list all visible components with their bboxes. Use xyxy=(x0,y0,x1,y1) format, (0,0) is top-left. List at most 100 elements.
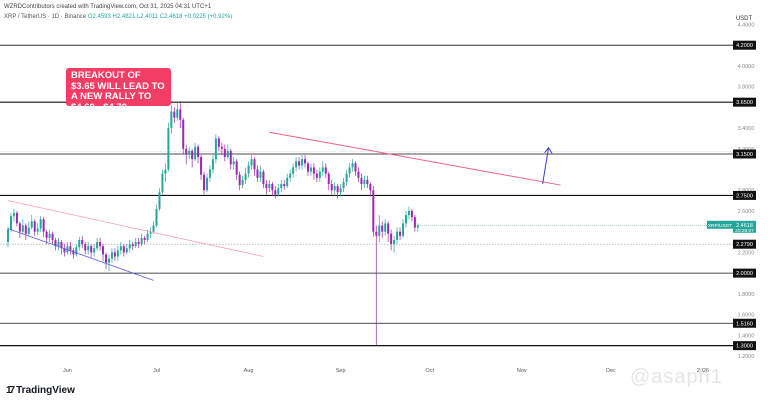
candle-body xyxy=(345,173,348,182)
candle-body xyxy=(253,159,256,170)
candle-body xyxy=(96,242,99,249)
x-tick-label: Aug xyxy=(244,368,254,374)
price-level-tag xyxy=(733,341,756,351)
candle-body xyxy=(339,188,342,193)
candle-body xyxy=(393,239,396,245)
candle-body xyxy=(407,210,410,216)
candle-body xyxy=(143,237,146,240)
candle-body xyxy=(217,138,220,147)
candle-body xyxy=(274,190,277,195)
current-price-label: 2.4618 xyxy=(736,223,753,229)
tradingview-mark-icon: 17 xyxy=(6,385,15,396)
candle-body xyxy=(110,252,113,259)
candle-body xyxy=(51,233,54,240)
y-tick-label: 2.6000 xyxy=(738,209,755,215)
candle-body xyxy=(241,179,244,186)
candle-body xyxy=(387,223,390,234)
candle-body xyxy=(182,119,185,149)
candle-body xyxy=(205,177,208,191)
candle-body xyxy=(304,159,306,164)
candle-body xyxy=(179,109,182,120)
candle-body xyxy=(191,150,194,160)
y-tick-label: 3.4000 xyxy=(738,126,755,132)
candle-body xyxy=(301,159,304,166)
candle-body xyxy=(247,165,250,174)
candle-body xyxy=(173,111,176,118)
candle-body xyxy=(137,242,140,245)
candle-body xyxy=(93,248,96,253)
candle-body xyxy=(75,247,78,255)
candle-body xyxy=(232,161,235,165)
candle-body xyxy=(116,250,119,257)
symbol-tag-label: XRP/USDT xyxy=(708,223,732,229)
breakout-callout[interactable]: BREAKOUT OF $3.65 WILL LEAD TO A NEW RAL… xyxy=(66,68,171,112)
price-level-tag xyxy=(733,97,756,107)
candle-body xyxy=(18,223,21,232)
price-level-label: 1.5160 xyxy=(736,321,753,327)
candle-body xyxy=(363,179,366,185)
candle-body xyxy=(402,223,405,236)
candle-body xyxy=(197,146,200,158)
candle-body xyxy=(131,244,134,247)
symbol-name: XRP / TetherUS · 1D · Binance xyxy=(4,14,87,20)
candle-body xyxy=(54,239,57,247)
candle-body xyxy=(292,167,295,174)
candle-body xyxy=(238,174,241,186)
candle-body xyxy=(268,184,271,189)
candle-body xyxy=(220,146,223,149)
candle-body xyxy=(378,225,381,236)
price-level-label: 3.6500 xyxy=(736,100,753,106)
candle-body xyxy=(167,128,170,170)
candle-body xyxy=(324,167,327,174)
candle-body xyxy=(280,184,283,189)
candle-body xyxy=(72,250,75,255)
currency-label: USDT xyxy=(736,16,753,22)
price-level-label: 2.7500 xyxy=(736,193,753,199)
candle-body xyxy=(63,248,66,253)
candle-body xyxy=(15,213,18,224)
x-tick-label: Nov xyxy=(517,368,527,374)
candle-body xyxy=(208,169,211,178)
x-tick-label: Jul xyxy=(153,368,160,374)
candle-body xyxy=(176,109,179,118)
candle-body xyxy=(42,219,45,232)
y-tick-label: 2.2000 xyxy=(738,250,755,256)
candle-body xyxy=(416,225,419,228)
candle-body xyxy=(396,231,399,240)
candle-body xyxy=(336,186,339,193)
channel-upper-line xyxy=(7,200,264,257)
candle-body xyxy=(60,242,63,249)
candle-body xyxy=(155,208,158,226)
candle-body xyxy=(90,246,93,253)
chart-header: WZRDContributors created with TradingVie… xyxy=(4,4,212,10)
price-level-label: 2.0000 xyxy=(736,271,753,277)
candle-body xyxy=(360,177,363,185)
candle-body xyxy=(306,163,309,172)
candle-body xyxy=(369,184,372,191)
candle-body xyxy=(105,254,108,263)
x-tick-label: 2026 xyxy=(697,368,709,374)
target-arrow-head-icon xyxy=(544,146,553,154)
candle-countdown-label: 20:28:07 xyxy=(735,228,754,234)
candle-body xyxy=(158,192,161,209)
candle-body xyxy=(410,210,413,218)
candle-body xyxy=(223,148,226,158)
candle-body xyxy=(321,167,324,172)
price-level-tag xyxy=(733,239,756,249)
candle-body xyxy=(33,221,36,232)
candle-body xyxy=(357,171,360,178)
candle-body xyxy=(372,190,375,232)
y-tick-label: 4.0000 xyxy=(738,64,755,70)
author-watermark: @asaph1 xyxy=(630,366,723,388)
candle-body xyxy=(211,159,214,170)
price-level-label: 2.2790 xyxy=(736,242,753,248)
x-tick-label: Oct xyxy=(425,368,434,374)
candle-body xyxy=(413,217,416,228)
candle-body xyxy=(84,244,87,251)
candle-body xyxy=(119,246,122,251)
candle-body xyxy=(283,184,286,187)
candle-body xyxy=(235,161,238,175)
candle-body xyxy=(375,231,378,236)
candle-body xyxy=(256,169,259,178)
